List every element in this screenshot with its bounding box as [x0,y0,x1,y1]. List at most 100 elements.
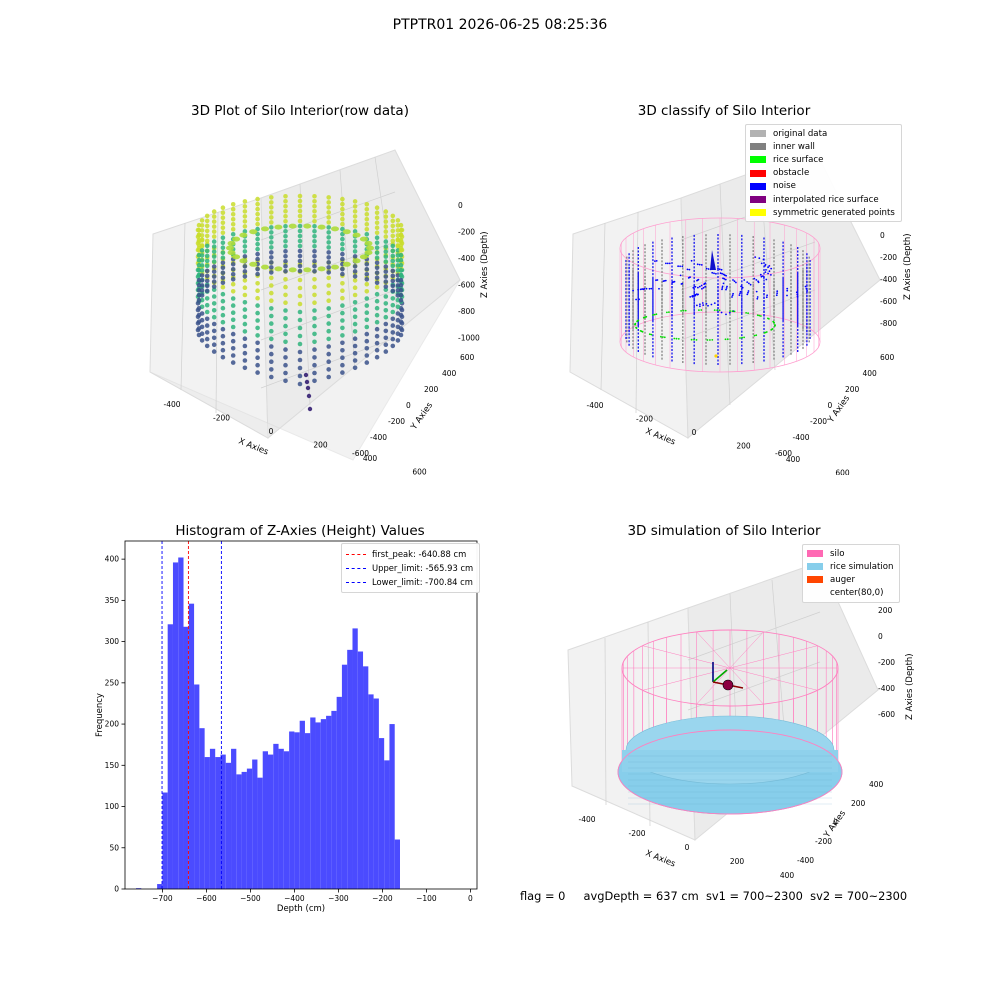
histogram-legend: first_peak: -640.88 cm Upper_limit: -565.… [341,543,481,593]
histogram-bar [384,760,390,889]
legend-label: obstacle [773,168,810,179]
raw-point [255,333,260,338]
raw-point [331,226,339,232]
raw-point [342,261,351,267]
raw-point [297,203,303,209]
raw-point [283,219,288,224]
raw-point [326,270,331,275]
z-tick-label: 0 [878,632,883,641]
y-tick-label: 0 [828,401,833,410]
raw-point [390,343,396,349]
noise-point [762,258,765,261]
raw-point [326,200,331,205]
rice-surface-point [745,312,747,314]
raw-point [220,255,226,260]
rice-surface-point [739,337,741,339]
raw-point [374,255,380,260]
rice-surface-point [648,333,651,336]
raw-point [220,235,226,240]
raw-point [352,292,358,298]
rice-surface-point [637,319,640,322]
noise-point [720,311,723,314]
reference-lines [161,541,222,889]
raw-point [230,296,236,301]
raw-point [220,305,226,311]
raw-point [398,282,404,288]
raw-point [312,277,317,282]
raw-point [220,205,226,210]
raw-point [242,204,248,209]
noise-point [645,287,648,290]
noise-point [718,268,721,271]
legend-swatch [807,563,823,571]
legend-label: inner wall [773,141,815,152]
raw-point [340,206,345,212]
x-tick-label: 0 [685,843,690,852]
raw-point [364,240,373,246]
raw-point [390,336,396,342]
rice-surface-point [773,325,776,327]
raw-point [220,265,226,270]
raw-point [255,310,260,316]
z-tick-label: 0 [458,201,463,210]
legend-swatch [750,143,766,151]
legend-item: noise [750,180,895,193]
raw-point [352,300,358,305]
raw-point [340,333,345,338]
legend-line [346,567,366,569]
noise-point [763,277,765,279]
raw-point [383,239,389,244]
raw-point [364,207,370,212]
raw-point [242,264,248,269]
y-tick-label: 400 [863,369,878,378]
raw-point [242,219,248,224]
raw-point [340,241,345,247]
raw-point [230,317,236,323]
noise-point [710,303,713,306]
raw-point [383,308,389,313]
raw-point [255,236,260,242]
noise-point [770,267,773,270]
histogram-bar [273,743,279,889]
noise-point [655,279,657,282]
legend-item: auger [807,573,893,586]
y-tick-label: 200 [424,385,439,394]
raw-point [340,348,345,353]
raw-point [359,254,368,260]
histogram-bar [283,751,290,889]
raw-point [364,217,370,222]
raw-point [398,257,404,263]
raw-point [398,247,404,253]
raw-point [230,262,236,267]
raw-point [199,253,205,258]
noise-point [643,288,646,290]
raw-point [283,284,288,290]
y-tick-label: 0 [114,885,119,894]
x-tick-label: 200 [313,441,328,450]
noise-point [702,304,705,306]
rice-surface-point [673,337,676,340]
z-tick-label: -200 [880,253,897,262]
raw-point [326,336,331,342]
raw-point [242,249,248,254]
noise-point [720,268,723,271]
raw-point [204,296,210,301]
raw-point [255,201,260,207]
raw-point [204,288,210,294]
silo-simulation-geometry [617,629,843,815]
histogram-title: Histogram of Z-Axies (Height) Values [175,523,425,539]
raw-point [211,349,217,354]
raw-point [398,262,404,268]
raw-point [204,323,210,328]
noise-point [699,303,701,306]
raw-point [374,347,380,353]
legend-swatch [807,590,823,597]
raw-point [195,327,201,333]
z-tick-label: -600 [878,710,895,719]
raw-point [220,291,226,297]
raw-point [390,278,396,284]
